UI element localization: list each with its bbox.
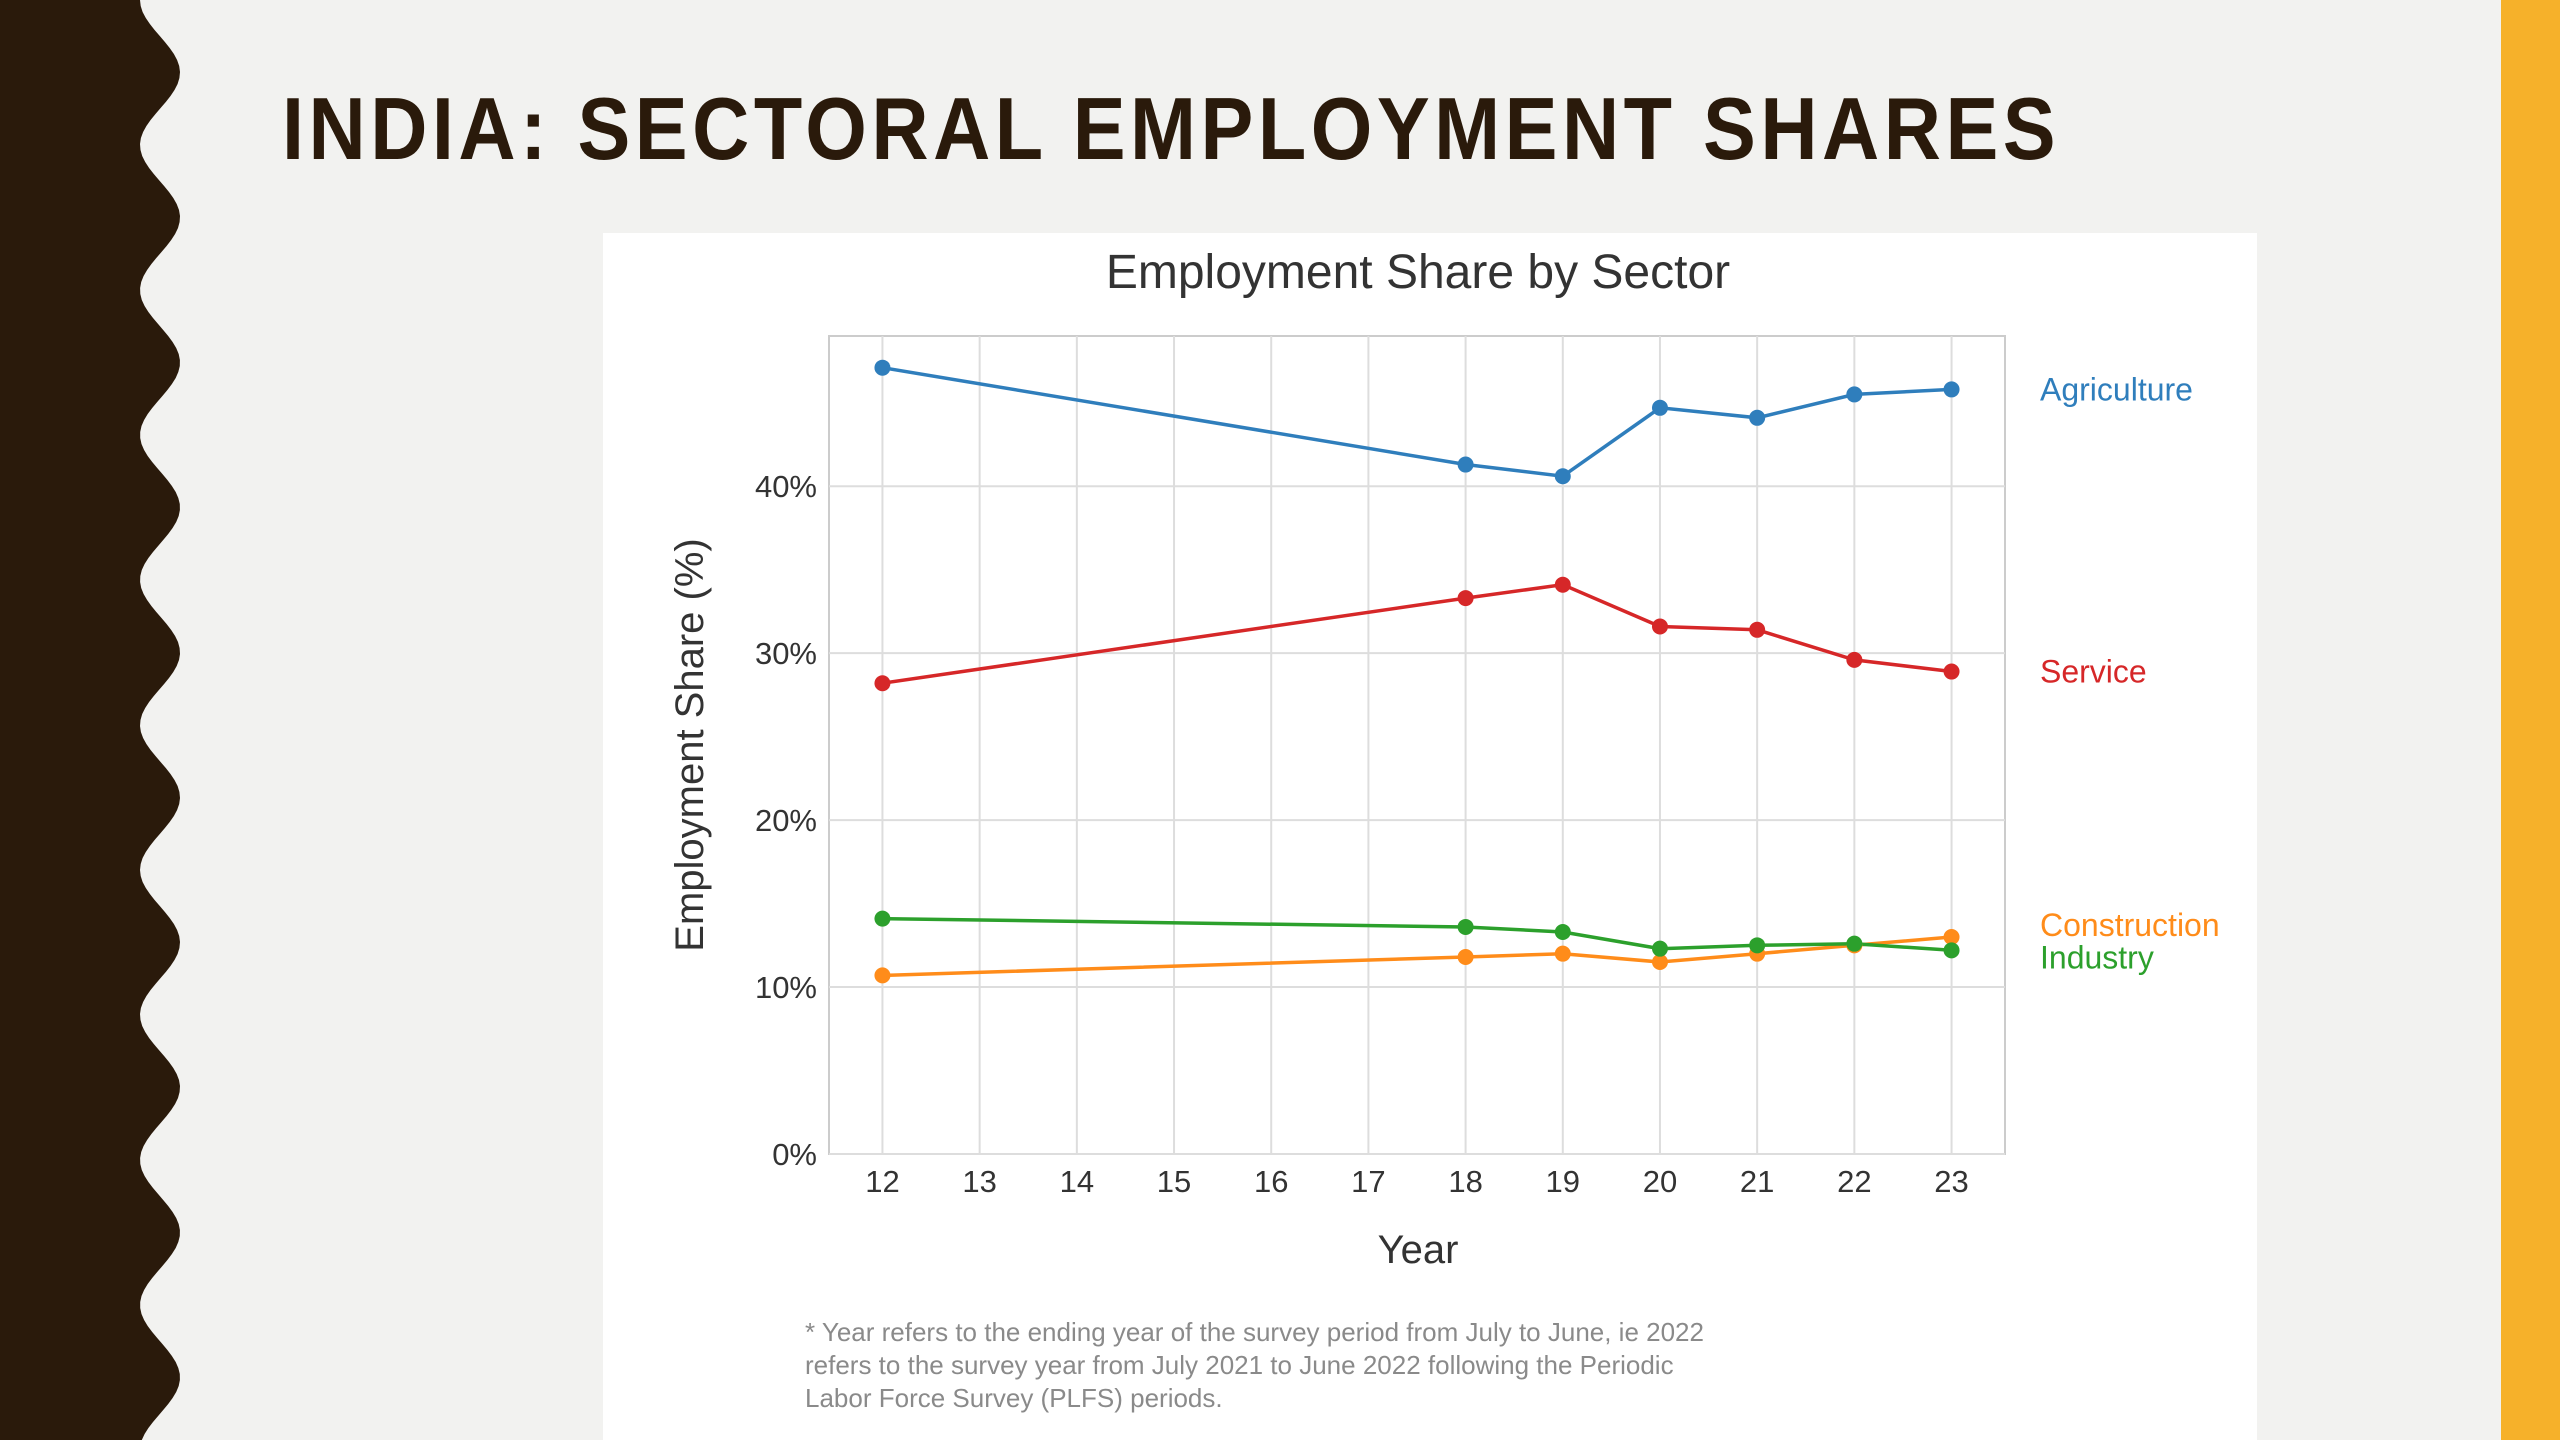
decorative-wave-border (0, 0, 180, 1440)
data-point-industry (1651, 940, 1668, 957)
data-point-construction (1943, 928, 1960, 945)
data-point-construction (1457, 949, 1474, 966)
data-point-industry (1943, 942, 1960, 959)
data-point-agriculture (1651, 399, 1668, 416)
series-points (874, 359, 1960, 984)
plot-area (828, 335, 2006, 1155)
chart-panel: 12 13 14 15 16 17 18 19 20 21 22 23 0% 10% 20% 30% 40% A… (603, 233, 2257, 1440)
data-point-agriculture (1554, 468, 1571, 485)
x-tick-label: 19 (1546, 1164, 1580, 1199)
data-point-service (1651, 618, 1668, 635)
y-axis-label: Employment Share (%) (668, 538, 712, 951)
footnote-line-1: * Year refers to the ending year of the … (805, 1317, 1704, 1347)
data-point-industry (1846, 935, 1863, 952)
legend-label-construction: Construction (2040, 907, 2220, 943)
accent-bar (2501, 0, 2560, 1440)
x-tick-label: 21 (1740, 1164, 1774, 1199)
data-point-agriculture (1846, 386, 1863, 403)
x-tick-label: 15 (1157, 1164, 1191, 1199)
line-chart: 12 13 14 15 16 17 18 19 20 21 22 23 0% 10% 20% 30% 40% A… (668, 246, 2220, 1272)
y-tick-label: 30% (755, 636, 817, 671)
data-point-service (1943, 663, 1960, 680)
x-tick-label: 20 (1643, 1164, 1677, 1199)
data-point-industry (1749, 937, 1766, 954)
data-point-agriculture (1749, 409, 1766, 426)
data-point-industry (874, 910, 891, 927)
data-point-industry (1457, 918, 1474, 935)
data-point-agriculture (1943, 381, 1960, 398)
slide-title: INDIA: SECTORAL EMPLOYMENT SHARES (282, 79, 2061, 178)
data-point-service (1554, 576, 1571, 593)
data-point-industry (1554, 923, 1571, 940)
x-tick-label: 18 (1448, 1164, 1482, 1199)
x-tick-label: 17 (1351, 1164, 1385, 1199)
x-axis-label: Year (1378, 1228, 1459, 1272)
y-tick-label: 0% (772, 1137, 817, 1172)
grid (829, 336, 2005, 1155)
legend-label-service: Service (2040, 654, 2147, 690)
footnote-line-2: refers to the survey year from July 2021… (805, 1350, 1674, 1380)
data-point-service (1749, 621, 1766, 638)
data-point-service (874, 675, 891, 692)
data-point-service (1457, 590, 1474, 607)
x-tick-label: 23 (1934, 1164, 1968, 1199)
legend-label-industry: Industry (2040, 939, 2154, 975)
tick-labels: 12 13 14 15 16 17 18 19 20 21 22 23 0% 10% 20% 30% 40% (755, 469, 1969, 1199)
data-point-construction (1554, 945, 1571, 962)
data-point-agriculture (1457, 456, 1474, 473)
x-tick-label: 13 (962, 1164, 996, 1199)
data-point-construction (1651, 954, 1668, 971)
x-tick-label: 22 (1837, 1164, 1871, 1199)
footnote-line-3: Labor Force Survey (PLFS) periods. (805, 1383, 1223, 1413)
x-tick-label: 16 (1254, 1164, 1288, 1199)
y-tick-label: 40% (755, 469, 817, 504)
y-tick-label: 10% (755, 970, 817, 1005)
legend-label-agriculture: Agriculture (2040, 371, 2193, 407)
data-point-service (1846, 651, 1863, 668)
x-tick-label: 12 (865, 1164, 899, 1199)
y-tick-label: 20% (755, 803, 817, 838)
chart-title: Employment Share by Sector (1106, 246, 1730, 299)
data-point-construction (874, 967, 891, 984)
data-point-agriculture (874, 359, 891, 376)
wave-shape (0, 0, 180, 1440)
x-tick-label: 14 (1060, 1164, 1094, 1199)
